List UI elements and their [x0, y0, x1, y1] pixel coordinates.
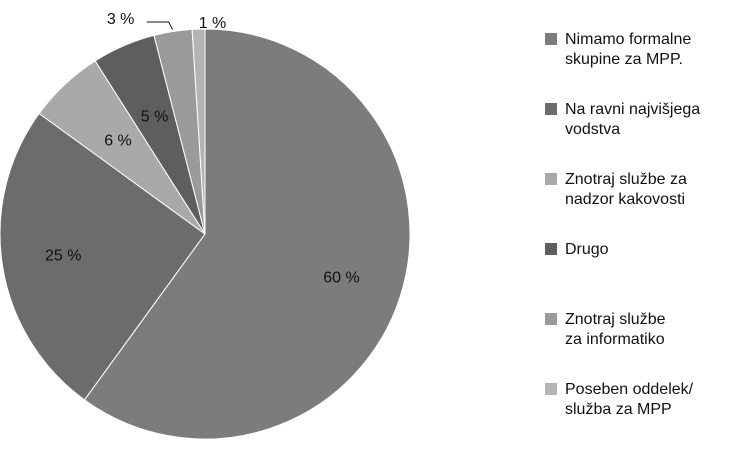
legend-item: Drugo — [545, 240, 735, 310]
data-label: 60 % — [323, 270, 359, 287]
data-label: 6 % — [104, 133, 132, 150]
legend-label: Drugo — [565, 241, 609, 258]
pie-slice — [0, 112, 206, 401]
legend-item: Poseben oddelek/ služba za MPP — [545, 380, 735, 450]
legend-label: Na ravni najvišjega vodstva — [565, 101, 701, 138]
legend-label: Znotraj službe za nadzor kakovosti — [565, 171, 687, 208]
legend-item: Znotraj službe za informatiko — [545, 310, 735, 380]
chart: 60 % 25 % 6 % 5 % 3 % 1 % — [0, 11, 411, 440]
legend-item: Nimamo formalne skupine za MPP. — [545, 30, 735, 100]
data-label: 5 % — [141, 109, 169, 126]
legend-item: Na ravni najvišjega vodstva — [545, 100, 735, 170]
legend-label: Poseben oddelek/ služba za MPP — [565, 381, 694, 418]
legend-item: Znotraj službe za nadzor kakovosti — [545, 170, 735, 240]
leader-line — [146, 21, 174, 30]
data-label: 25 % — [45, 248, 81, 265]
legend-swatch — [545, 383, 557, 395]
legend-swatch — [545, 173, 557, 185]
legend-swatch — [545, 243, 557, 255]
data-label: 3 % — [107, 11, 135, 28]
legend-label: Nimamo formalne skupine za MPP. — [565, 31, 692, 68]
legend-swatch — [545, 313, 557, 325]
legend-label: Znotraj službe za informatiko — [565, 311, 666, 348]
pie-slice — [191, 28, 206, 235]
pie-slice — [83, 28, 411, 440]
legend-swatch — [545, 103, 557, 115]
data-label: 1 % — [199, 15, 227, 32]
legend-swatch — [545, 33, 557, 45]
legend: Nimamo formalne skupine za MPP. Na ravni … — [545, 30, 735, 450]
